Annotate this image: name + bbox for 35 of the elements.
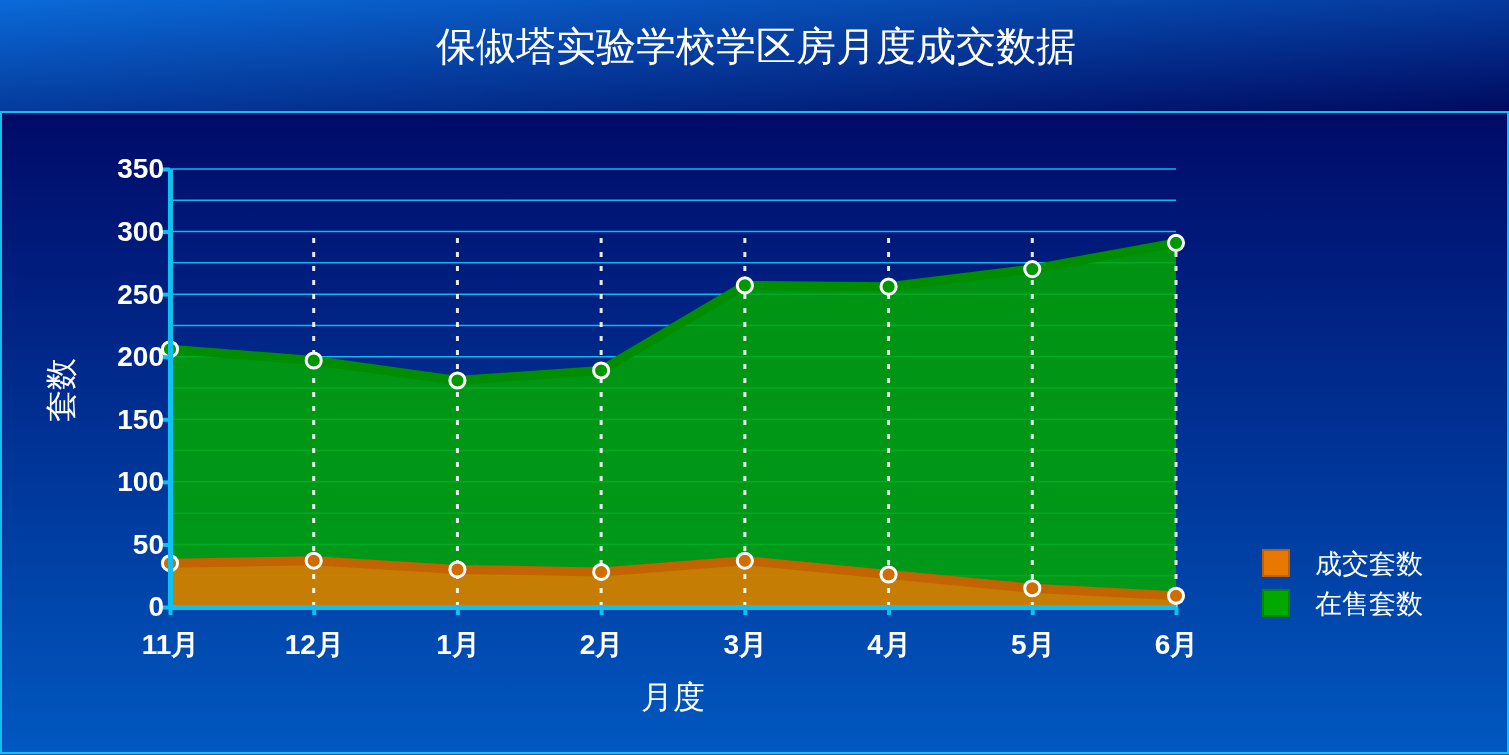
y-tick-label: 100 (117, 466, 164, 498)
legend-label: 在售套数 (1315, 589, 1423, 619)
x-tick-label: 12月 (284, 629, 344, 661)
x-axis-title: 月度 (641, 679, 705, 715)
y-tick-label: 150 (117, 403, 164, 435)
point (448, 371, 467, 390)
point (879, 565, 898, 584)
x-tick-label: 1月 (436, 629, 480, 661)
point (1166, 233, 1186, 252)
x-tick-label: 6月 (1154, 629, 1199, 661)
point (1023, 260, 1042, 279)
y-tick-label: 0 (148, 591, 164, 623)
point (879, 277, 898, 296)
point (304, 351, 323, 370)
x-tick-label: 4月 (867, 629, 911, 661)
point (304, 551, 323, 570)
x-tick-label: 2月 (579, 629, 624, 661)
y-tick-label: 250 (117, 278, 164, 310)
y-tick-label: 200 (117, 341, 164, 373)
chart-title: 保俶塔实验学校学区房月度成交数据 (436, 23, 1076, 69)
x-tick-label: 5月 (1011, 629, 1055, 661)
point (735, 276, 754, 295)
point (592, 562, 611, 582)
legend-label: 成交套数 (1315, 549, 1423, 579)
y-tick-label: 300 (117, 216, 164, 248)
y-axis-title: 套数 (43, 358, 79, 422)
x-tick-label: 3月 (723, 629, 768, 661)
point (1023, 579, 1042, 598)
y-tick-label: 350 (117, 153, 164, 185)
point (592, 361, 611, 380)
point (1166, 586, 1186, 605)
x-tick-label: 11月 (141, 629, 200, 661)
point (735, 551, 754, 570)
y-tick-label: 50 (132, 528, 164, 560)
point (448, 560, 467, 579)
